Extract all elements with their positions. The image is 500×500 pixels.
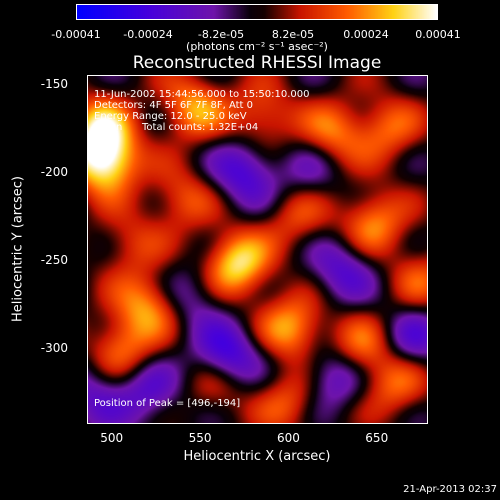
- colorbar-unit-label: (photons cm⁻² s⁻¹ asec⁻²): [186, 40, 328, 53]
- y-tick-label: -300: [40, 341, 68, 356]
- colorbar: [76, 4, 438, 20]
- detectors-annotation: Detectors: 4F 5F 6F 7F 8F, Att 0: [94, 100, 254, 111]
- timestamp: 21-Apr-2013 02:37: [403, 484, 497, 495]
- colorbar-tick-label: -8.2e-05: [197, 28, 245, 41]
- colorbar-tick-label: 8.2e-05: [271, 28, 315, 41]
- heatmap-canvas: [87, 75, 428, 424]
- chart-title: Reconstructed RHESSI Image: [132, 53, 382, 73]
- x-tick-label: 550: [188, 431, 212, 445]
- y-tick-label: -150: [40, 76, 68, 91]
- counts-annotation: Total counts: 1.32E+04: [142, 122, 259, 133]
- energy-annotation: Energy Range: 12.0 - 25.0 keV: [94, 111, 247, 122]
- y-tick-label: -250: [40, 253, 68, 268]
- x-axis-label: Heliocentric X (arcsec): [183, 449, 331, 464]
- x-tick-label: 600: [276, 431, 300, 445]
- heatmap-plot: [87, 75, 428, 424]
- x-tick-label: 650: [365, 431, 389, 445]
- colorbar-tick-label: 0.00024: [343, 28, 389, 41]
- x-tick-label: 500: [100, 431, 124, 445]
- y-tick-label: -200: [40, 164, 68, 179]
- colorbar-tick-label: 0.00041: [415, 28, 461, 41]
- time-range-annotation: 11-Jun-2002 15:44:56.000 to 15:50:10.000: [94, 89, 310, 100]
- colorbar-tick-label: -0.00041: [51, 28, 101, 41]
- y-axis-label: Heliocentric Y (arcsec): [10, 176, 26, 322]
- peak-annotation: Position of Peak = [496,-194]: [94, 398, 241, 409]
- colorbar-tick-label: -0.00024: [123, 28, 173, 41]
- colorbar-gradient: [77, 5, 437, 19]
- method-annotation: Clean: [94, 122, 123, 133]
